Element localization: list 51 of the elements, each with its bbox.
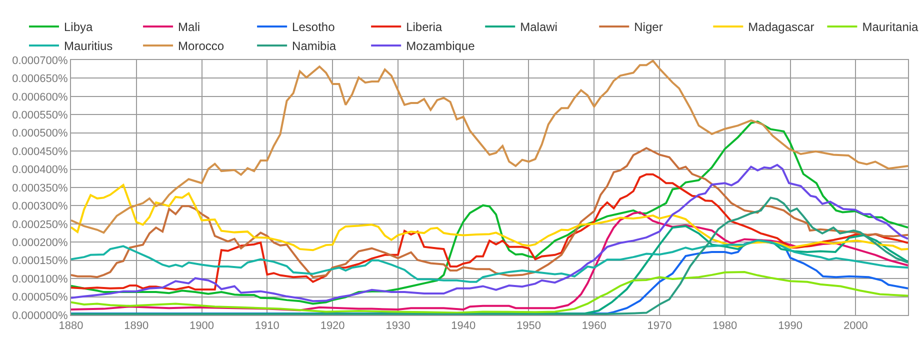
legend-label: Namibia	[292, 39, 336, 54]
x-tick-label: 1900	[190, 320, 214, 332]
legend-label: Mauritania	[862, 20, 919, 34]
legend-label: Mali	[178, 20, 200, 34]
legend-label: Mauritius	[64, 39, 113, 54]
legend-label: Lesotho	[292, 20, 336, 34]
x-tick-label: 1980	[712, 320, 738, 332]
line-series	[71, 239, 908, 283]
legend-label: Libya	[64, 20, 94, 34]
legend-label: Mozambique	[406, 39, 476, 54]
y-tick-label: 0.000300%	[12, 200, 68, 213]
y-tick-label: 0.000200%	[12, 236, 68, 249]
line-series	[71, 271, 908, 314]
y-tick-label: 0.000350%	[12, 182, 68, 194]
line-series	[71, 147, 908, 278]
legend-label: Malawi	[520, 20, 558, 34]
line-series	[71, 196, 908, 315]
y-tick-label: 0.000550%	[12, 109, 68, 122]
y-tick-label: 0.000700%	[12, 54, 68, 67]
legend-label: Morocco	[178, 39, 224, 54]
y-tick-label: 0.000450%	[12, 146, 68, 158]
x-tick-label: 1990	[778, 320, 803, 332]
legend-label: Madagascar	[748, 20, 814, 34]
y-tick-label: 0.000100%	[12, 273, 68, 286]
x-tick-label: 1930	[386, 320, 410, 332]
y-tick-label: 0.000500%	[12, 128, 68, 140]
y-tick-label: 0.000050%	[12, 292, 68, 304]
y-tick-label: 0.000000%	[12, 310, 68, 322]
line-series	[71, 173, 908, 290]
line-series	[71, 225, 908, 315]
x-tick-label: 1920	[320, 320, 345, 332]
y-tick-label: 0.000600%	[12, 91, 68, 104]
y-tick-label: 0.000400%	[12, 164, 68, 176]
y-tick-label: 0.000150%	[12, 255, 68, 268]
line-series	[71, 164, 908, 302]
x-tick-label: 1950	[516, 320, 541, 332]
line-series	[71, 60, 908, 234]
y-tick-label: 0.000250%	[12, 218, 68, 231]
x-tick-label: 1910	[254, 320, 280, 332]
x-tick-label: 2000	[843, 320, 868, 332]
y-tick-label: 0.000650%	[12, 73, 68, 86]
x-tick-label: 1890	[124, 320, 149, 332]
line-series	[71, 184, 908, 252]
line-series	[71, 120, 908, 305]
x-tick-label: 1880	[58, 320, 84, 332]
x-tick-label: 1970	[647, 320, 672, 332]
line-series	[71, 211, 908, 312]
legend-label: Niger	[634, 20, 663, 34]
x-tick-label: 1960	[582, 320, 606, 332]
legend-label: Liberia	[406, 20, 442, 34]
x-tick-label: 1940	[451, 320, 476, 332]
